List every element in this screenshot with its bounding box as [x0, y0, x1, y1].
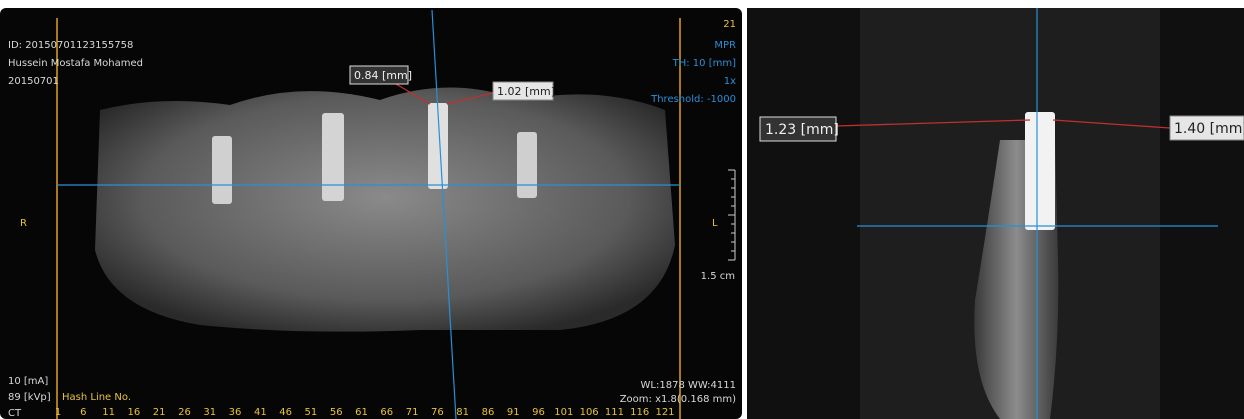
acquisition: CT: [8, 408, 22, 419]
crosshair[interactable]: [431, 9, 457, 419]
acquisition: 10 [mA]: [8, 376, 48, 387]
scale: 1.5 cm: [701, 271, 735, 282]
hash-number: 51: [305, 407, 318, 418]
patient-date: 20150701: [8, 76, 59, 87]
hash-number: 41: [254, 407, 267, 418]
measure-line: [395, 83, 431, 105]
hash-number: 76: [431, 407, 444, 418]
threshold: Threshold: -1000: [650, 94, 736, 105]
hash-number: 56: [330, 407, 343, 418]
acquisition: 89 [kVp]: [8, 392, 51, 403]
mode: MPR: [714, 40, 736, 51]
hash-number: 6: [80, 407, 86, 418]
hash-number: 66: [380, 407, 393, 418]
orientation: L: [712, 218, 718, 229]
patient-id: ID: 20150701123155758: [8, 40, 133, 51]
hash-number: 91: [507, 407, 520, 418]
hash-number: 1: [55, 407, 61, 418]
hash-number: 96: [532, 407, 545, 418]
hash-number: 86: [482, 407, 495, 418]
implant: [428, 103, 448, 189]
hash-number: 16: [128, 407, 141, 418]
zoom-factor: 1x: [724, 76, 736, 87]
zoom: Zoom: x1.8(0.168 mm): [620, 394, 736, 405]
measure-line: [446, 91, 498, 105]
hash-number: 81: [456, 407, 469, 418]
measure-box[interactable]: [1169, 115, 1244, 141]
measurement: 0.84 [mm]: [354, 69, 412, 82]
hash-number: 111: [605, 407, 624, 418]
hash-number: 116: [630, 407, 649, 418]
hash-number: 21: [153, 407, 166, 418]
thickness: TH: 10 [mm]: [672, 58, 736, 69]
hash-number: 61: [355, 407, 368, 418]
implant: [517, 132, 537, 198]
implant: [322, 113, 344, 201]
scale-bar: [728, 169, 736, 261]
hash-number: 121: [655, 407, 674, 418]
jaw-scan: [95, 87, 675, 332]
measure-line: [1052, 119, 1171, 129]
measure-box[interactable]: [349, 65, 409, 85]
measure-line: [835, 119, 1031, 127]
hash-label: Hash Line No.: [62, 392, 131, 403]
hash-number: 26: [178, 407, 191, 418]
hash-number: 31: [203, 407, 216, 418]
measure-box[interactable]: [492, 81, 554, 101]
hash-numbers: 1 6 11 16 21 26 31 36 41 46 51 56 61 66 71 76 81 86 91 96 10…: [55, 407, 675, 418]
measurement: 1.02 [mm]: [497, 85, 555, 98]
hash-number: 101: [554, 407, 573, 418]
hash-number: 46: [279, 407, 292, 418]
hash-number: 106: [580, 407, 599, 418]
slice: 21: [723, 19, 736, 30]
orientation: R: [20, 218, 27, 229]
implant: [1025, 112, 1055, 230]
implant: [212, 136, 232, 204]
hash-number: 71: [406, 407, 419, 418]
measurement: 1.40 [mm]: [1174, 121, 1244, 137]
measure-box[interactable]: [759, 116, 837, 142]
measurement: 1.23 [mm]: [765, 122, 839, 138]
hash-number: 36: [229, 407, 242, 418]
window: WL:1878 WW:4111: [641, 380, 736, 391]
hash-number: 11: [102, 407, 115, 418]
patient-name: Hussein Mostafa Mohamed: [8, 58, 143, 69]
